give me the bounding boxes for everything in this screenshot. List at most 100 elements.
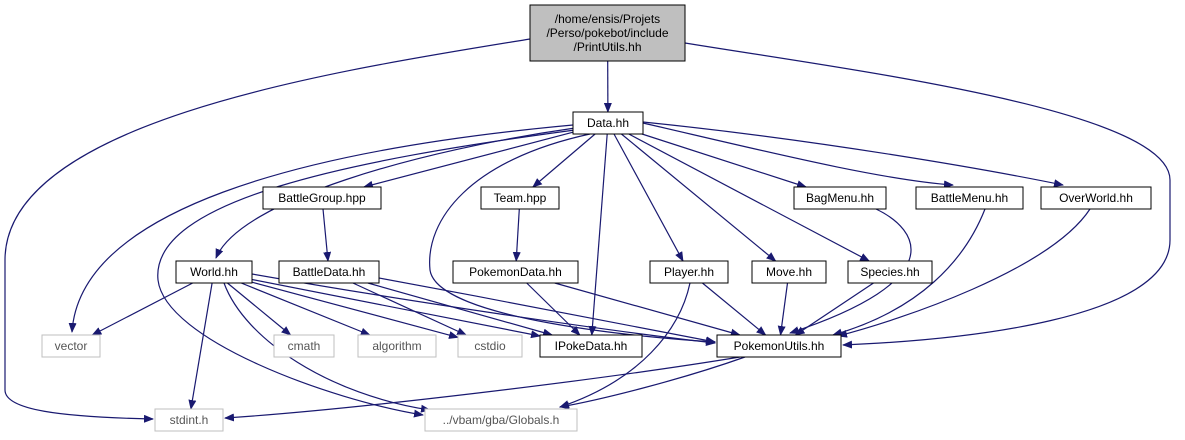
node-box	[847, 260, 933, 284]
node-overworld[interactable]: OverWorld.hh	[1040, 186, 1152, 210]
edge-world-to-stdint	[188, 282, 213, 410]
node-box	[529, 4, 686, 62]
node-label: cstdio	[474, 339, 506, 353]
edge-data-to-bagmenu	[641, 133, 807, 189]
edge-data-to-species	[628, 133, 871, 262]
node-label: Data.hh	[587, 116, 629, 130]
node-move[interactable]: Move.hh	[751, 260, 827, 284]
edge-battledata-to-ipokedata	[367, 282, 554, 337]
node-label: PokemonUtils.hh	[734, 339, 825, 353]
edge-world-to-ipokedata	[251, 278, 541, 339]
node-box	[539, 334, 643, 358]
node-cmath[interactable]: cmath	[273, 334, 335, 358]
node-label: Move.hh	[766, 265, 812, 279]
node-box	[424, 408, 578, 432]
edge-data-to-pokemonutils	[429, 133, 716, 346]
edge-data-to-battlegroup	[362, 131, 574, 189]
node-box	[649, 260, 729, 284]
node-battledata[interactable]: BattleData.hh	[278, 260, 380, 284]
edge-move-to-pokemonutils	[777, 282, 789, 336]
node-box	[154, 408, 224, 432]
edge-world-to-cstdio	[251, 281, 459, 339]
edge-data-to-ipokedata	[588, 133, 608, 336]
node-box	[572, 111, 644, 135]
edge-player-to-pokemonutils	[702, 282, 767, 336]
edge-player-to-globals	[559, 282, 691, 408]
node-label: OverWorld.hh	[1059, 191, 1133, 205]
node-globals[interactable]: ../vbam/gba/Globals.h	[424, 408, 578, 432]
node-label: BagMenu.hh	[806, 191, 874, 205]
edge-data-to-vector	[68, 124, 574, 333]
node-box	[915, 186, 1024, 210]
node-label: Player.hh	[664, 265, 714, 279]
node-player[interactable]: Player.hh	[649, 260, 729, 284]
node-box	[452, 260, 579, 284]
node-label: Team.hpp	[494, 191, 547, 205]
node-box	[175, 260, 253, 284]
node-box	[457, 334, 523, 358]
node-data[interactable]: Data.hh	[572, 111, 644, 135]
node-label: /Perso/pokebot/include	[546, 26, 668, 40]
edge-printutils-to-stdint	[4, 38, 531, 423]
edge-pokemonutils-to-stdint	[224, 356, 741, 422]
edge-data-to-globals	[157, 129, 576, 418]
edge-world-to-vector	[91, 282, 193, 336]
node-label: algorithm	[372, 339, 421, 353]
edge-pokemondata-to-pokemonutils	[554, 282, 741, 337]
edge-battledata-to-cstdio	[352, 282, 468, 336]
edge-data-to-overworld	[642, 121, 1064, 188]
node-box	[480, 186, 560, 210]
edge-battlegroup-to-battledata	[322, 208, 332, 262]
node-species[interactable]: Species.hh	[847, 260, 933, 284]
edge-data-to-team	[532, 133, 596, 188]
edge-printutils-to-pokemonutils	[684, 42, 1171, 349]
node-world[interactable]: World.hh	[175, 260, 253, 284]
edge-data-to-move	[621, 133, 777, 262]
node-label: vector	[55, 339, 88, 353]
node-box	[716, 334, 842, 358]
edges-layer	[4, 38, 1171, 423]
node-label: cmath	[288, 339, 321, 353]
node-box	[357, 334, 437, 358]
node-box	[278, 260, 380, 284]
node-box	[751, 260, 827, 284]
node-label: Species.hh	[860, 265, 919, 279]
edge-pokemondata-to-ipokedata	[526, 282, 581, 336]
nodes-layer: /home/ensis/Projets/Perso/pokebot/includ…	[41, 4, 1152, 432]
node-ipokedata[interactable]: IPokeData.hh	[539, 334, 643, 358]
node-box	[793, 186, 887, 210]
node-pokemondata[interactable]: PokemonData.hh	[452, 260, 579, 284]
node-cstdio[interactable]: cstdio	[457, 334, 523, 358]
node-label: World.hh	[190, 265, 238, 279]
node-battlegroup[interactable]: BattleGroup.hpp	[262, 186, 382, 210]
node-printutils[interactable]: /home/ensis/Projets/Perso/pokebot/includ…	[529, 4, 686, 62]
node-box	[273, 334, 335, 358]
edge-overworld-to-pokemonutils	[837, 208, 1091, 338]
edge-data-to-battlemenu	[642, 122, 954, 189]
node-label: BattleMenu.hh	[931, 191, 1008, 205]
node-label: IPokeData.hh	[555, 339, 628, 353]
node-label: BattleGroup.hpp	[278, 191, 366, 205]
edge-pokemonutils-to-globals	[559, 356, 746, 410]
node-label: /PrintUtils.hh	[573, 40, 641, 54]
edge-battledata-to-pokemonutils	[378, 277, 716, 345]
node-box	[262, 186, 382, 210]
edge-battlemenu-to-pokemonutils	[832, 208, 986, 337]
node-algorithm[interactable]: algorithm	[357, 334, 437, 358]
node-label: BattleData.hh	[293, 265, 366, 279]
node-vector[interactable]: vector	[41, 334, 101, 358]
edge-team-to-pokemondata	[512, 208, 521, 262]
node-stdint[interactable]: stdint.h	[154, 408, 224, 432]
node-bagmenu[interactable]: BagMenu.hh	[793, 186, 887, 210]
edge-data-to-player	[613, 133, 684, 262]
edge-world-to-cmath	[227, 282, 292, 336]
node-battlemenu[interactable]: BattleMenu.hh	[915, 186, 1024, 210]
node-box	[41, 334, 101, 358]
edge-world-to-algorithm	[240, 282, 371, 336]
edge-world-to-pokemonutils	[251, 273, 716, 346]
node-label: stdint.h	[170, 413, 209, 427]
node-box	[1040, 186, 1152, 210]
node-pokemonutils[interactable]: PokemonUtils.hh	[716, 334, 842, 358]
node-team[interactable]: Team.hpp	[480, 186, 560, 210]
